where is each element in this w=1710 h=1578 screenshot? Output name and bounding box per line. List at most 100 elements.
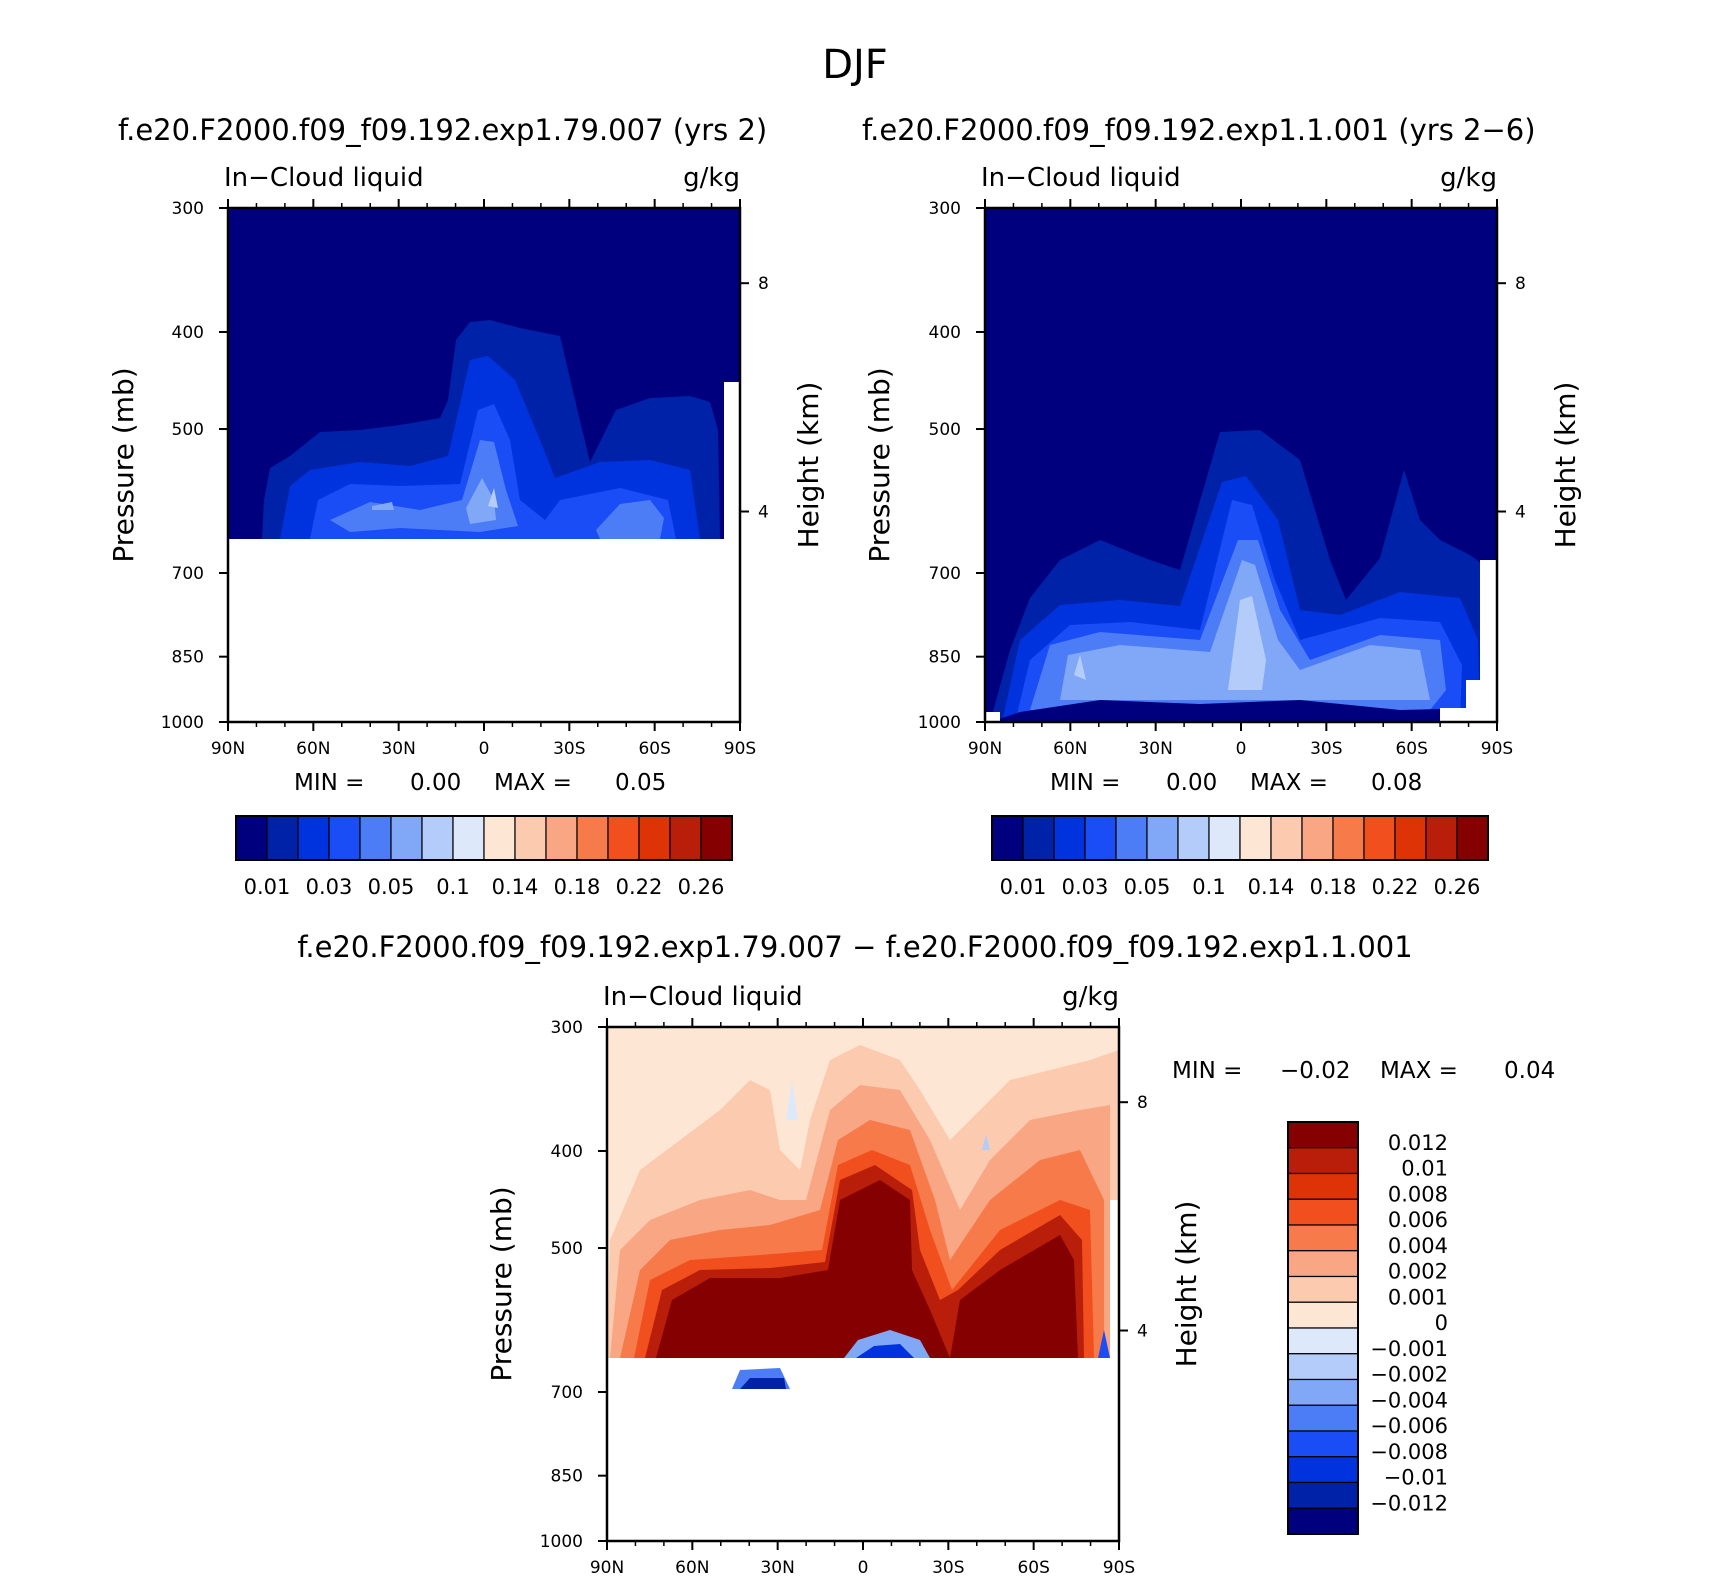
- right-colorbar-swatch: [1425, 815, 1458, 861]
- right-max-value: 0.08: [1371, 770, 1422, 796]
- left-y-tick-label: 700: [172, 564, 204, 584]
- difference-colorbar-swatch: [1287, 1147, 1359, 1175]
- right-x-tick-label: 30N: [1138, 739, 1172, 759]
- difference-colorbar-label: −0.012: [1370, 1491, 1448, 1515]
- right-colorbar-swatch: [1456, 815, 1489, 861]
- right-colorbar-swatch: [1208, 815, 1241, 861]
- left-run-title: f.e20.F2000.f09_f09.192.exp1.79.007 (yrs…: [118, 113, 767, 147]
- left-contour-band-5b: [372, 502, 394, 510]
- left-colorbar-swatch: [266, 815, 299, 861]
- difference-colorbar-swatch: [1287, 1172, 1359, 1200]
- right-panel: In−Cloud liquid g/kg 90N 60N 30N 0 30S 60S 90S…: [863, 163, 1582, 899]
- difference-negative-patch-upper: [786, 1080, 798, 1120]
- difference-missing-data-mask: [607, 1358, 1119, 1541]
- difference-colorbar-swatch: [1287, 1430, 1359, 1458]
- difference-negative-band-lower-core: [740, 1378, 786, 1389]
- right-x-tick-label: 30S: [1310, 739, 1342, 759]
- left-x-tick-label: 90S: [724, 739, 756, 759]
- left-units-label: g/kg: [683, 163, 740, 193]
- difference-colorbar-label: 0.002: [1388, 1260, 1448, 1284]
- left-colorbar-label: 0.14: [492, 875, 539, 899]
- difference-colorbar-label: −0.01: [1384, 1466, 1448, 1490]
- left-colorbar-swatch: [421, 815, 454, 861]
- left-min-value: 0.00: [410, 770, 461, 796]
- right-contour-band-surface: [990, 700, 1497, 722]
- difference-contour-field: [607, 1027, 1119, 1541]
- right-y-tick-label: 850: [929, 648, 961, 668]
- left-y-tick-label: 300: [172, 199, 204, 219]
- difference-x-tick-label: 90S: [1103, 1558, 1135, 1574]
- difference-min-label: MIN =: [1172, 1058, 1242, 1084]
- left-colorbar-label: 0.03: [306, 875, 353, 899]
- left-right-axis-title: Height (km): [792, 382, 825, 549]
- right-colorbar: 0.01 0.03 0.05 0.1 0.14 0.18 0.22 0.26: [991, 815, 1489, 899]
- left-colorbar-swatch: [452, 815, 485, 861]
- right-colorbar-swatch: [991, 815, 1024, 861]
- left-y-tick-label: 1000: [161, 713, 204, 733]
- left-right-tick-label: 8: [758, 274, 769, 294]
- left-y-tick-label: 400: [172, 323, 204, 343]
- left-colorbar-label: 0.1: [436, 875, 469, 899]
- right-min-label: MIN =: [1050, 770, 1120, 796]
- right-contour-band-5b: [1355, 658, 1420, 690]
- difference-min-value: −0.02: [1280, 1058, 1350, 1084]
- right-axes: 90N 60N 30N 0 30S 60S 90S 300 400 500 700 850 1000 8 4: [918, 199, 1526, 759]
- difference-x-tick-label: 30S: [932, 1558, 964, 1574]
- difference-colorbar-label: −0.004: [1370, 1388, 1448, 1412]
- right-colorbar-swatch: [1053, 815, 1086, 861]
- left-colorbar-label: 0.26: [678, 875, 725, 899]
- right-colorbar-swatch: [1022, 815, 1055, 861]
- right-x-tick-label: 60N: [1053, 739, 1087, 759]
- right-y-tick-label: 400: [929, 323, 961, 343]
- right-right-tick-label: 8: [1515, 274, 1526, 294]
- difference-colorbar-swatch: [1287, 1353, 1359, 1381]
- difference-units-label: g/kg: [1062, 982, 1119, 1012]
- difference-x-tick-label: 0: [858, 1558, 869, 1574]
- right-y-axis-title: Pressure (mb): [863, 367, 896, 562]
- difference-right-tick-label: 8: [1137, 1093, 1148, 1113]
- right-x-tick-label: 0: [1236, 739, 1247, 759]
- difference-colorbar-swatch: [1287, 1481, 1359, 1509]
- left-colorbar-swatch: [669, 815, 702, 861]
- left-y-tick-label: 850: [172, 648, 204, 668]
- difference-colorbar-swatch: [1287, 1301, 1359, 1329]
- difference-colorbar-label: 0: [1435, 1311, 1448, 1335]
- right-units-label: g/kg: [1440, 163, 1497, 193]
- left-contour-band-6: [488, 488, 498, 508]
- difference-y-tick-label: 300: [551, 1018, 583, 1038]
- right-colorbar-label: 0.1: [1192, 875, 1225, 899]
- right-colorbar-swatch: [1270, 815, 1303, 861]
- left-colorbar-label: 0.01: [244, 875, 291, 899]
- difference-colorbar-swatch: [1287, 1456, 1359, 1484]
- left-x-tick-label: 60N: [296, 739, 330, 759]
- difference-colorbar-swatch: [1287, 1378, 1359, 1406]
- left-colorbar-frame: [235, 815, 733, 861]
- right-colorbar-swatch: [1084, 815, 1117, 861]
- right-y-tick-label: 1000: [918, 713, 961, 733]
- right-colorbar-frame: [991, 815, 1489, 861]
- right-y-tick-label: 500: [929, 420, 961, 440]
- difference-panel: In−Cloud liquid g/kg 90N 60N 30N 0 30S 60S 90S…: [485, 982, 1555, 1578]
- difference-y-tick-label: 400: [551, 1142, 583, 1162]
- difference-y-tick-label: 1000: [540, 1532, 583, 1552]
- difference-x-tick-label: 30N: [760, 1558, 794, 1574]
- difference-colorbar-swatch: [1287, 1507, 1359, 1535]
- left-y-axis-title: Pressure (mb): [107, 367, 140, 562]
- left-colorbar-swatch: [328, 815, 361, 861]
- left-axes: 90N 60N 30N 0 30S 60S 90S 300 400 500 700 850 1000 8 4: [161, 199, 769, 759]
- left-contour-band-4b: [596, 500, 664, 539]
- left-colorbar-swatch: [576, 815, 609, 861]
- difference-colorbar-label: 0.004: [1388, 1234, 1448, 1258]
- left-colorbar-label: 0.18: [554, 875, 601, 899]
- difference-x-tick-label: 60S: [1017, 1558, 1049, 1574]
- right-missing-data-corner: [985, 712, 1000, 722]
- right-colorbar-label: 0.18: [1310, 875, 1357, 899]
- left-missing-data-mask: [228, 539, 740, 722]
- right-x-tick-label: 60S: [1395, 739, 1427, 759]
- left-colorbar-swatch: [235, 815, 268, 861]
- difference-run-title: f.e20.F2000.f09_f09.192.exp1.79.007 − f.…: [297, 930, 1412, 964]
- difference-y-axis-title: Pressure (mb): [485, 1186, 518, 1381]
- left-contour-band-5: [466, 478, 496, 524]
